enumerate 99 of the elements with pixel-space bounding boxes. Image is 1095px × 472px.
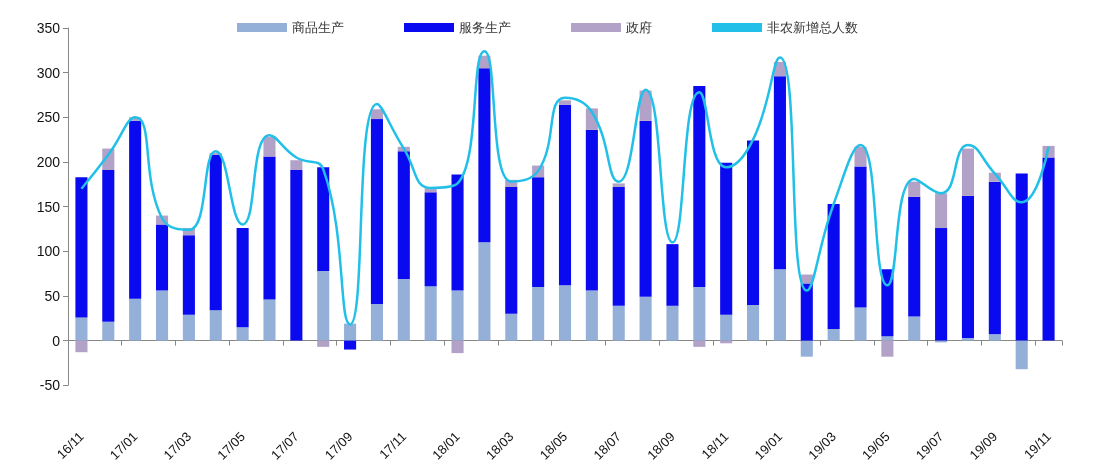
bar (344, 323, 357, 341)
bar (935, 228, 948, 341)
bar (612, 183, 625, 187)
bar (236, 327, 249, 341)
bar (370, 304, 383, 341)
bar (693, 340, 706, 347)
line-series (80, 49, 1050, 326)
bar (908, 181, 921, 197)
legend-label: 非农新增总人数 (767, 20, 858, 35)
y-tick-label: 50 (44, 287, 61, 304)
bar (532, 287, 545, 341)
bar (155, 290, 169, 341)
bar (263, 299, 276, 341)
bar (639, 296, 652, 341)
bar (827, 203, 840, 330)
bar (129, 120, 142, 299)
bar (854, 146, 867, 167)
bar (451, 340, 464, 354)
bar (881, 336, 894, 341)
legend-label: 政府 (626, 20, 652, 35)
bar (424, 286, 437, 341)
bar (988, 334, 1001, 341)
bar (236, 228, 249, 328)
bar (988, 181, 1001, 335)
y-tick-label: 250 (36, 109, 61, 126)
bar (558, 100, 572, 105)
bar (720, 162, 733, 315)
bar (505, 186, 518, 314)
y-tick-label: 150 (36, 198, 61, 215)
y-tick-label: 0 (52, 332, 61, 349)
bar (370, 119, 383, 304)
bar (854, 307, 867, 341)
y-tick-label: 350 (36, 20, 61, 36)
bar (397, 278, 410, 341)
bar (773, 76, 786, 270)
bar (451, 174, 464, 291)
legend-label: 商品生产 (292, 20, 344, 35)
bar (612, 186, 625, 306)
bar (75, 317, 88, 341)
bar (639, 120, 652, 297)
bar (424, 192, 437, 287)
y-tick-label: 200 (36, 153, 61, 170)
bar (747, 140, 760, 305)
legend-label: 服务生产 (459, 20, 511, 35)
bar (344, 340, 357, 350)
bar (800, 340, 813, 357)
bar (263, 136, 276, 157)
y-tick-label: 300 (36, 64, 61, 81)
bar (827, 329, 840, 341)
bar (935, 193, 948, 229)
bar (612, 305, 625, 341)
bar (961, 148, 975, 196)
bar (478, 68, 491, 243)
bar (102, 170, 115, 322)
bar (693, 86, 706, 288)
bar (290, 170, 303, 341)
bar (881, 269, 894, 337)
bar (182, 314, 195, 341)
bar (75, 340, 88, 353)
bar (397, 151, 410, 279)
bar (720, 314, 733, 341)
bar (155, 224, 169, 291)
bar (666, 244, 679, 306)
bar (666, 305, 679, 341)
bar (209, 154, 222, 311)
bar (317, 270, 330, 341)
bar (532, 177, 545, 288)
bar (1015, 173, 1028, 341)
bar (263, 156, 276, 300)
bar (585, 290, 598, 341)
y-tick-label: -50 (39, 377, 61, 394)
bar (800, 283, 813, 341)
bar (881, 340, 894, 357)
bar (773, 269, 786, 341)
bar (478, 242, 491, 341)
bar (961, 195, 975, 338)
bar (182, 235, 195, 315)
bar (505, 313, 518, 341)
bar (102, 321, 115, 341)
bar (1015, 340, 1028, 370)
bar (129, 298, 142, 341)
bar (585, 129, 598, 291)
bar (747, 304, 760, 341)
bar (290, 160, 303, 171)
bar (1042, 157, 1055, 341)
bar (854, 166, 867, 308)
bar (908, 316, 921, 341)
y-tick-label: 100 (36, 243, 61, 260)
bar (558, 285, 572, 341)
bar (451, 290, 464, 341)
bar (317, 340, 330, 347)
bar (908, 196, 921, 317)
bar (961, 337, 975, 341)
bar (693, 287, 706, 341)
bar (209, 310, 222, 341)
bar (558, 104, 572, 286)
bar (317, 167, 330, 271)
bar (370, 109, 383, 120)
bar (75, 177, 88, 318)
